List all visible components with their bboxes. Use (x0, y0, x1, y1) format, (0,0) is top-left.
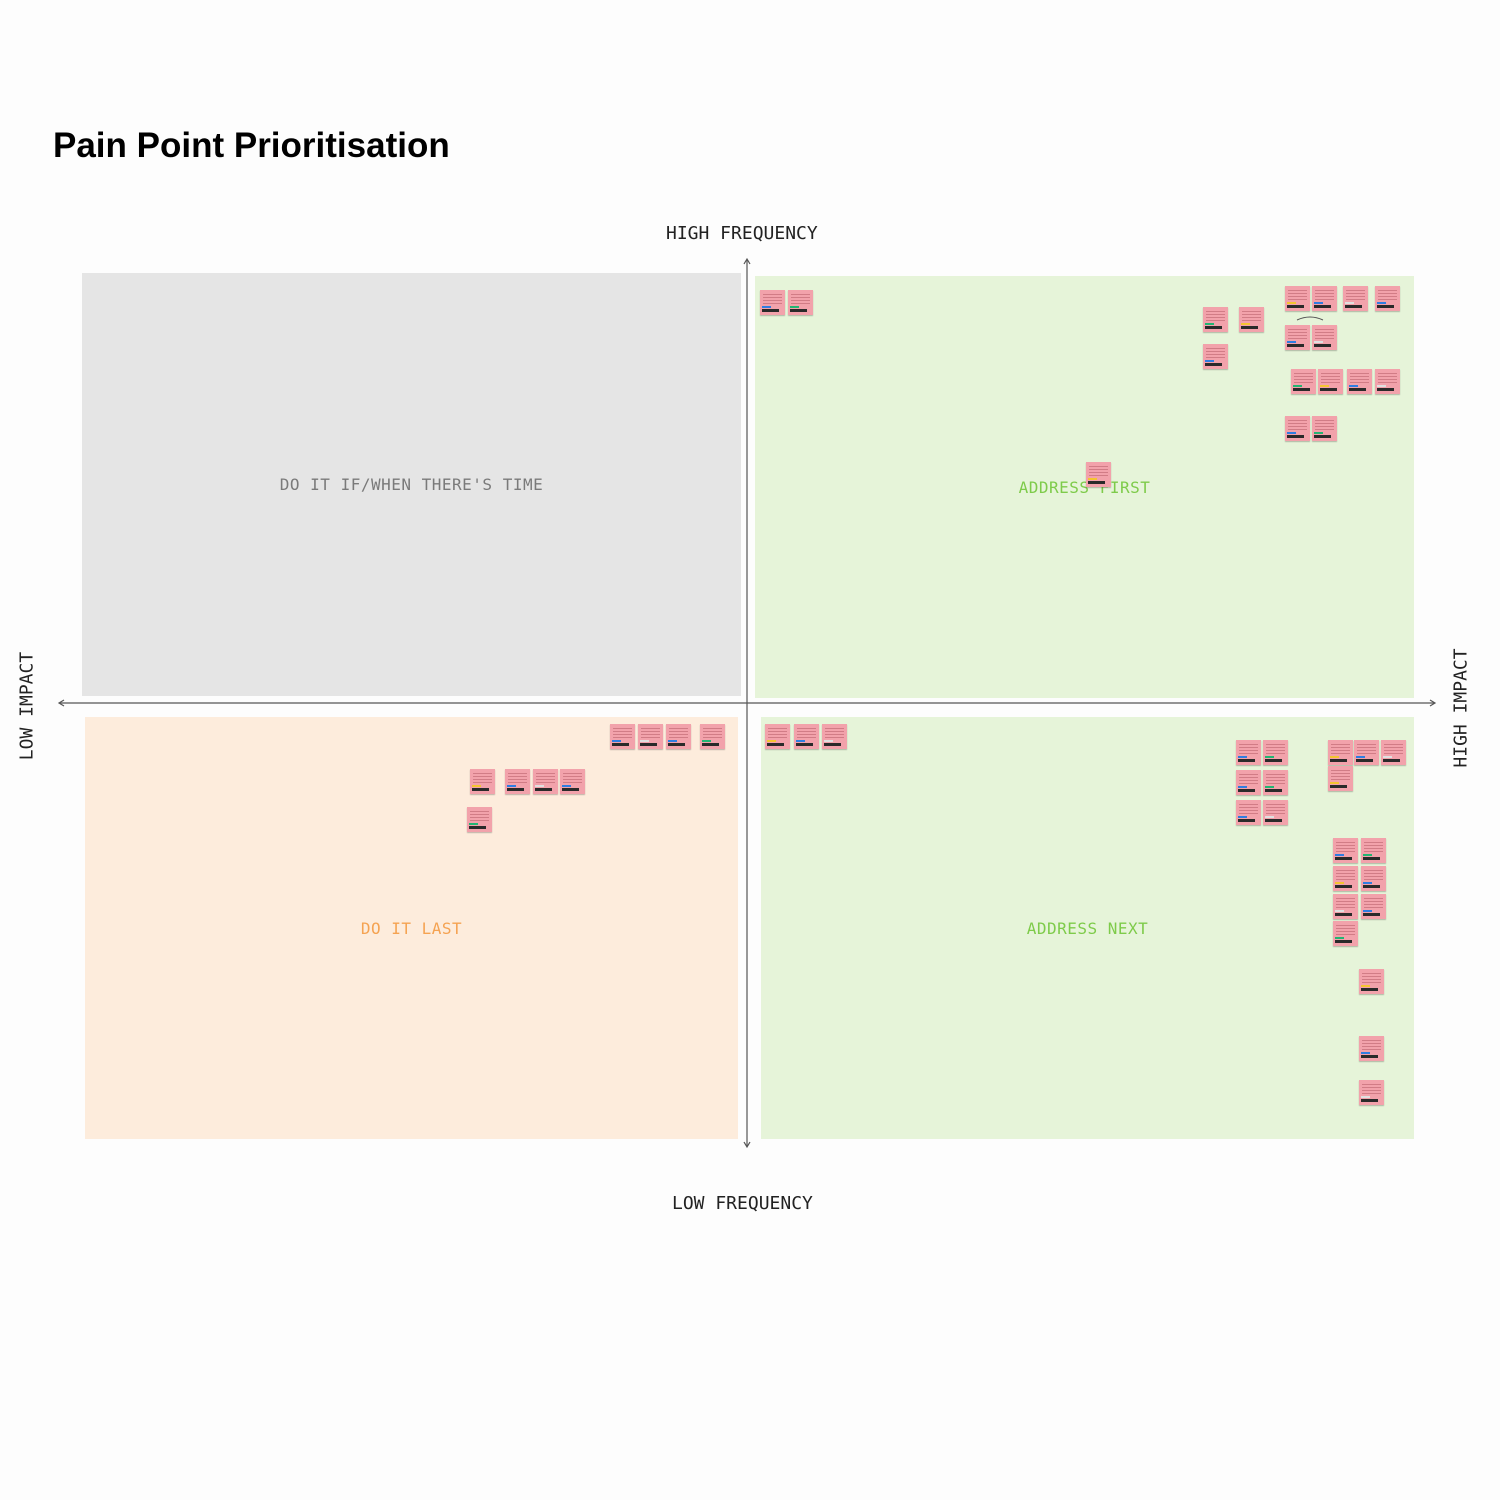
sticky-note[interactable] (1359, 1080, 1384, 1105)
quadrant-label-bottom-left: DO IT LAST (360, 918, 463, 938)
sticky-note[interactable] (822, 724, 847, 749)
sticky-note[interactable] (700, 724, 725, 749)
quadrant-label-bottom-right: ADDRESS NEXT (1026, 918, 1149, 938)
sticky-note[interactable] (1263, 770, 1288, 795)
sticky-note[interactable] (1285, 286, 1310, 311)
sticky-note[interactable] (1328, 766, 1353, 791)
sticky-note[interactable] (666, 724, 691, 749)
sticky-note[interactable] (1375, 286, 1400, 311)
sticky-note[interactable] (1312, 416, 1337, 441)
sticky-note[interactable] (1361, 894, 1386, 919)
sticky-note[interactable] (1239, 307, 1264, 332)
sticky-note[interactable] (1312, 325, 1337, 350)
sticky-note[interactable] (1263, 800, 1288, 825)
sticky-note[interactable] (533, 769, 558, 794)
axis-label-low-frequency: LOW FREQUENCY (672, 1193, 813, 1214)
quadrant-label-top-left: DO IT IF/WHEN THERE'S TIME (279, 475, 544, 494)
arrow-right-icon (1429, 699, 1437, 707)
sticky-note[interactable] (1203, 344, 1228, 369)
sticky-note[interactable] (1236, 800, 1261, 825)
sticky-note[interactable] (1236, 740, 1261, 765)
sticky-note[interactable] (1343, 286, 1368, 311)
axis-label-low-impact: LOW IMPACT (16, 651, 38, 761)
quadrant-label-top-right: ADDRESS FIRST (1018, 477, 1151, 497)
page-title: Pain Point Prioritisation (53, 126, 450, 165)
sticky-note[interactable] (1203, 307, 1228, 332)
sticky-note[interactable] (1285, 416, 1310, 441)
quadrant-address-next: ADDRESS NEXT (761, 717, 1414, 1139)
sticky-note[interactable] (505, 769, 530, 794)
quadrant-do-it-last: DO IT LAST (85, 717, 738, 1139)
sticky-note[interactable] (1236, 770, 1261, 795)
sticky-note[interactable] (1333, 838, 1358, 863)
sticky-note[interactable] (1333, 894, 1358, 919)
axis-label-high-frequency: HIGH FREQUENCY (666, 223, 818, 244)
sticky-note[interactable] (1263, 740, 1288, 765)
sticky-note[interactable] (1375, 369, 1400, 394)
axis-label-high-impact: HIGH IMPACT (1450, 648, 1472, 768)
sticky-note[interactable] (1359, 1036, 1384, 1061)
sticky-note[interactable] (1328, 740, 1353, 765)
sticky-note[interactable] (794, 724, 819, 749)
sticky-note[interactable] (470, 769, 495, 794)
sticky-note[interactable] (1354, 740, 1379, 765)
sticky-note[interactable] (1291, 369, 1316, 394)
sticky-note[interactable] (1359, 969, 1384, 994)
sticky-note[interactable] (1312, 286, 1337, 311)
arrow-left-icon (57, 699, 65, 707)
arrow-up-icon (743, 257, 751, 265)
quadrant-do-it-if-time: DO IT IF/WHEN THERE'S TIME (82, 273, 741, 696)
sticky-note[interactable] (788, 290, 813, 315)
arrow-down-icon (743, 1141, 751, 1149)
sticky-note[interactable] (1361, 838, 1386, 863)
sticky-note[interactable] (765, 724, 790, 749)
sticky-note[interactable] (760, 290, 785, 315)
sticky-note[interactable] (1333, 866, 1358, 891)
sticky-note[interactable] (467, 807, 492, 832)
sticky-note[interactable] (1381, 740, 1406, 765)
sticky-note[interactable] (1361, 866, 1386, 891)
sticky-note[interactable] (610, 724, 635, 749)
sticky-note[interactable] (1347, 369, 1372, 394)
sticky-note[interactable] (1333, 921, 1358, 946)
sticky-note[interactable] (1318, 369, 1343, 394)
sticky-note[interactable] (638, 724, 663, 749)
sticky-note[interactable] (1086, 462, 1111, 487)
sticky-note[interactable] (560, 769, 585, 794)
sticky-note[interactable] (1285, 325, 1310, 350)
